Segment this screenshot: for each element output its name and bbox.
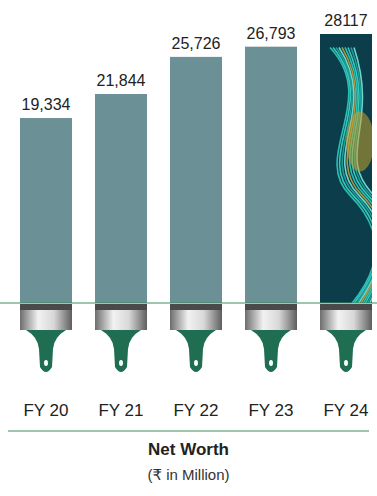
bar-artwork-glow [346, 112, 372, 172]
brush-ferrule [170, 310, 222, 330]
bar [170, 57, 222, 303]
baseline [0, 303, 377, 304]
brush-handle [26, 330, 66, 372]
bar [245, 47, 297, 303]
bar [95, 94, 147, 303]
bars [20, 34, 377, 303]
bar [20, 118, 72, 303]
brush-band [245, 304, 297, 310]
brush-hole [269, 360, 273, 366]
brush-ferrule [20, 310, 72, 330]
brush-hole [119, 360, 123, 366]
brush-band [170, 304, 222, 310]
brush-ferrule [245, 310, 297, 330]
brush-handle [101, 330, 141, 372]
chart-container: 19,33421,84425,72626,79328117FY 20FY 21F… [0, 0, 377, 496]
chart-svg: 19,33421,84425,72626,79328117FY 20FY 21F… [0, 0, 377, 496]
x-tick-label: FY 23 [248, 401, 293, 420]
data-label: 26,793 [247, 25, 296, 42]
brush-band [320, 304, 372, 310]
brush-hole [44, 360, 48, 366]
x-tick-label: FY 20 [23, 401, 68, 420]
brush-handle [251, 330, 291, 372]
x-tick-label: FY 22 [173, 401, 218, 420]
x-tick-labels: FY 20 FY 21 FY 22 FY 23 FY 24 [23, 401, 368, 420]
title-rule [8, 431, 369, 432]
chart-title: Net Worth [148, 440, 229, 459]
bar-artwork-stroke [354, 47, 372, 303]
chart-subtitle: (₹ in Million) [147, 466, 229, 483]
brush-hole [194, 360, 198, 366]
data-labels: 19,334 21,844 25,726 26,793 28117 [22, 12, 368, 113]
brush-ferrule [95, 310, 147, 330]
data-label: 19,334 [22, 96, 71, 113]
data-label: 25,726 [172, 35, 221, 52]
brush-hole [344, 360, 348, 366]
bar-artwork [330, 47, 372, 303]
brush-band [20, 304, 72, 310]
data-label: 21,844 [97, 72, 146, 89]
brush-handles [20, 304, 372, 372]
x-tick-label: FY 24 [323, 401, 368, 420]
brush-handle [176, 330, 216, 372]
x-tick-label: FY 21 [98, 401, 143, 420]
brush-band [95, 304, 147, 310]
data-label: 28117 [324, 12, 367, 29]
brush-ferrule [320, 310, 372, 330]
brush-handle [326, 330, 366, 372]
